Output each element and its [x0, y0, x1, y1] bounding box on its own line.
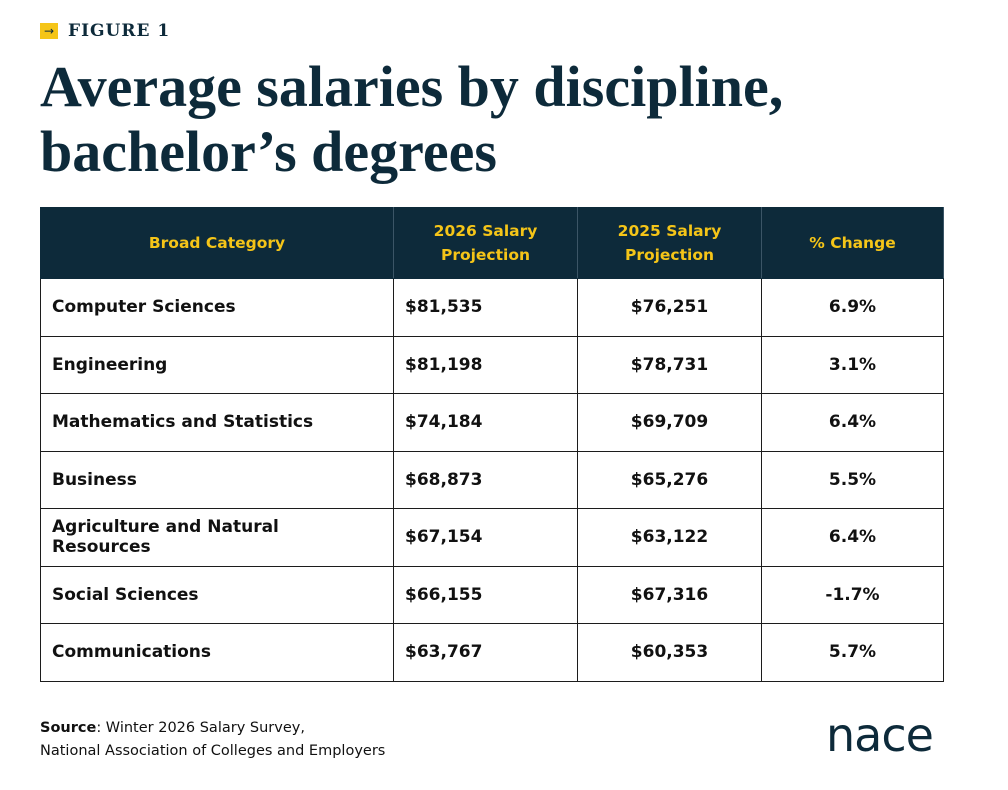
table-cell: $67,154 [393, 508, 578, 567]
table-row: Social Sciences $66,155 $67,316 -1.7% [40, 565, 944, 624]
table-cell: 5.5% [761, 450, 944, 509]
table-cell: 5.7% [761, 623, 944, 682]
table-row: Communications $63,767 $60,353 5.7% [40, 623, 944, 682]
table-cell: 6.4% [761, 508, 944, 567]
table-cell: $68,873 [393, 450, 578, 509]
table-cell: Business [40, 450, 394, 509]
table-cell: $69,709 [577, 393, 762, 452]
figure-label: → FIGURE 1 [40, 21, 170, 41]
logo: nace [826, 708, 934, 762]
table-cell: $74,184 [393, 393, 578, 452]
table-cell: $67,316 [577, 565, 762, 624]
title: Average salaries by discipline, bachelor… [40, 54, 784, 184]
arrow-icon: → [40, 23, 58, 39]
table-body: Computer Sciences $81,535 $76,251 6.9% Engin… [40, 278, 944, 682]
table-cell: Social Sciences [40, 565, 394, 624]
table-cell: $65,276 [577, 450, 762, 509]
table-row: Mathematics and Statistics $74,184 $69,709… [40, 393, 944, 452]
table-row: Agriculture and Natural Resources $67,154… [40, 508, 944, 567]
table-cell: $63,122 [577, 508, 762, 567]
table-cell: 3.1% [761, 335, 944, 394]
table-row: Engineering $81,198 $78,731 3.1% [40, 335, 944, 394]
table-cell: Engineering [40, 335, 394, 394]
table-cell: $66,155 [393, 565, 578, 624]
source: Source: Winter 2026 Salary Survey, Natio… [40, 717, 385, 763]
source-org: National Association of Colleges and Emp… [40, 743, 386, 759]
table-cell: 6.9% [761, 278, 944, 337]
source-text: : Winter 2026 Salary Survey, [96, 720, 305, 736]
table-cell: $60,353 [577, 623, 762, 682]
column-header: 2026 Salary Projection [393, 207, 578, 279]
table-row: Business $68,873 $65,276 5.5% [40, 450, 944, 509]
table-cell: Communications [40, 623, 394, 682]
table-cell: $81,198 [393, 335, 578, 394]
figure-number: FIGURE 1 [68, 21, 171, 41]
table-head: Broad Category 2026 Salary Projection 2025… [40, 207, 944, 279]
table-cell: Computer Sciences [40, 278, 394, 337]
table-cell: 6.4% [761, 393, 944, 452]
table-cell: $63,767 [393, 623, 578, 682]
column-header: Broad Category [40, 207, 394, 279]
table-cell: $78,731 [577, 335, 762, 394]
table-row: Computer Sciences $81,535 $76,251 6.9% [40, 278, 944, 337]
column-header: 2025 Salary Projection [577, 207, 762, 279]
table-cell: Agriculture and Natural Resources [40, 508, 394, 567]
salary-table: Broad Category 2026 Salary Projection 2025… [40, 207, 944, 682]
table-cell: $76,251 [577, 278, 762, 337]
table-cell: Mathematics and Statistics [40, 393, 394, 452]
source-label: Source [40, 720, 97, 736]
column-header: % Change [761, 207, 944, 279]
table-cell: -1.7% [761, 565, 944, 624]
table-cell: $81,535 [393, 278, 578, 337]
header-row: Broad Category 2026 Salary Projection 2025… [40, 207, 944, 279]
